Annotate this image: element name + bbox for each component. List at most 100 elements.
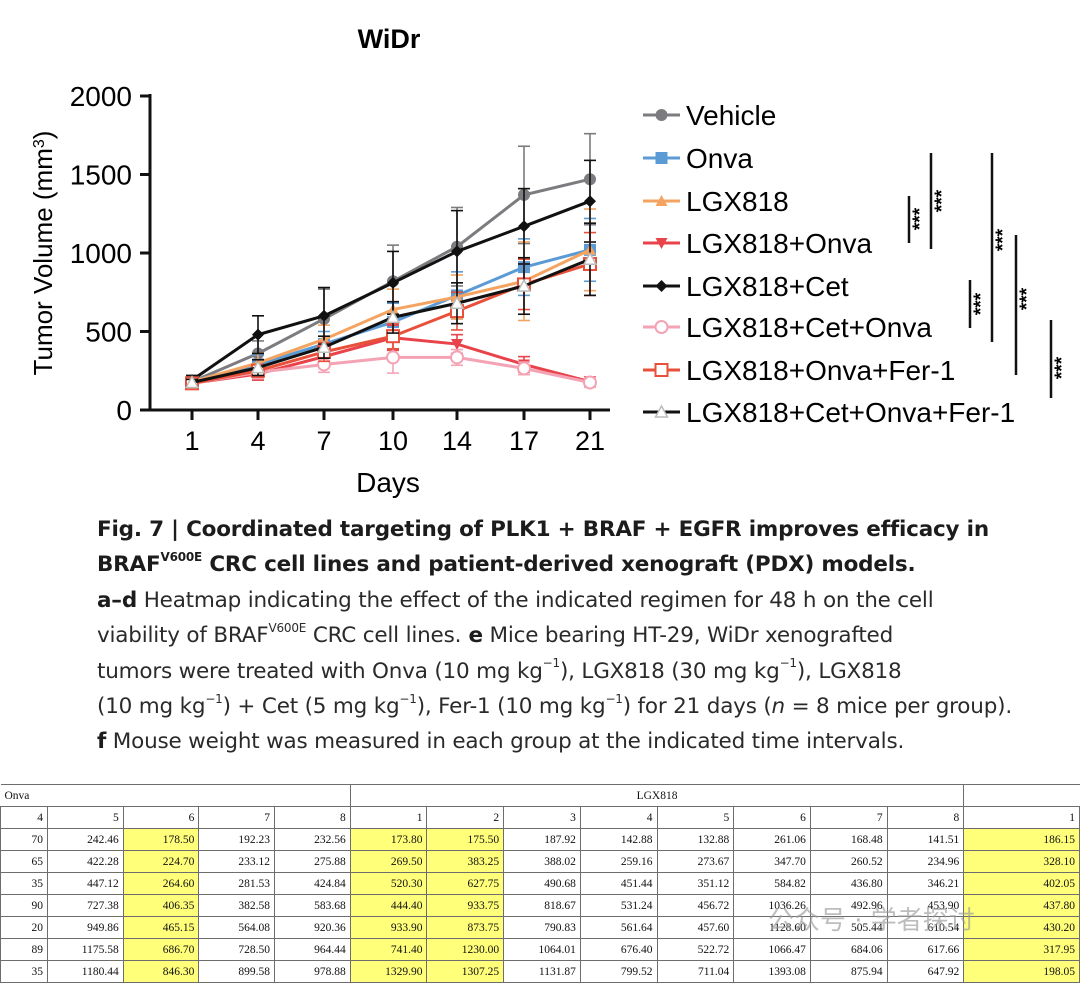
group-label-onva: Onva	[0, 784, 351, 807]
column-header: 8	[274, 806, 351, 829]
significance-label: ***	[932, 189, 953, 212]
x-tick-label: 10	[378, 426, 408, 456]
table-row: 35 447.12 264.60 281.53 424.84 520.30 627.75 49…	[0, 872, 1080, 895]
caption-text-5a: tumors were treated with Onva (10 mg kg	[97, 658, 543, 684]
table-cell: 520.30	[349, 872, 428, 895]
caption-text-7: Mouse weight was measured in each group …	[106, 729, 905, 755]
table-cell: 275.88	[274, 850, 351, 873]
x-tick-label: 1	[184, 426, 199, 456]
table-cell: 728.50	[198, 938, 276, 961]
column-header: 5	[47, 806, 124, 829]
table-cell: 264.60	[122, 872, 200, 895]
legend-item: LGX818+Cet+Onva	[643, 312, 932, 343]
significance-label: ***	[910, 207, 931, 230]
caption-text-6-sup1: −1	[205, 691, 223, 706]
table-body: Onva LGX818 4 5 6 7 8 1 2 3 4 5 6 7 8 1 70 242.46 178.50 19…	[0, 784, 1080, 983]
table-cell: 192.23	[198, 828, 276, 851]
caption-text-6d: ) for 21 days (	[622, 694, 772, 720]
data-point	[184, 374, 200, 389]
table-cell: 65	[0, 850, 49, 873]
table-cell: 142.88	[579, 828, 658, 851]
group-label-lgx818: LGX818	[349, 784, 964, 807]
table-cell: 456.72	[656, 894, 735, 917]
table-cell: 949.86	[47, 916, 124, 939]
significance-bracket: ***	[968, 280, 992, 328]
legend-swatch-marker	[654, 320, 669, 334]
significance-bracket: ***	[990, 153, 1014, 342]
data-point	[584, 195, 596, 208]
column-header: 1	[349, 806, 428, 829]
table-cell: 178.50	[122, 828, 200, 851]
table-cell: 402.05	[963, 872, 1080, 895]
watermark: 公众号 · 学者探讨	[768, 906, 975, 936]
table-cell: 406.35	[122, 894, 200, 917]
table-cell: 35	[0, 872, 49, 895]
table-cell: 790.83	[503, 916, 581, 939]
significance-bracket: ***	[1049, 320, 1073, 398]
table-cell: 1230.00	[426, 938, 505, 961]
legend-swatch-marker	[655, 109, 668, 121]
table-cell: 564.08	[198, 916, 276, 939]
table-cell: 328.10	[963, 850, 1080, 873]
table-cell: 383.25	[426, 850, 505, 873]
caption-text-6c: ), Fer-1 (10 mg kg	[416, 694, 606, 720]
significance-label: ***	[971, 292, 992, 315]
table-group-header: Onva LGX818	[0, 784, 1080, 807]
legend-swatch-marker	[654, 404, 669, 418]
table-cell: 424.84	[274, 872, 351, 895]
table-cell: 583.68	[274, 894, 351, 917]
table-cell: 187.92	[503, 828, 581, 851]
data-point	[451, 245, 463, 258]
y-tick-label: 2000	[70, 81, 132, 112]
column-header: 4	[0, 806, 49, 829]
table-cell: 964.44	[274, 938, 351, 961]
table-cell: 522.72	[656, 938, 735, 961]
table-cell: 232.56	[274, 828, 351, 851]
table-cell: 186.15	[963, 828, 1080, 851]
y-tick-label: 500	[85, 317, 132, 348]
legend-item: LGX818+Onva	[643, 228, 872, 259]
legend-label: LGX818+Onva+Fer-1	[686, 355, 955, 386]
column-header: 6	[733, 806, 811, 829]
table-row: 65 422.28 224.70 233.12 275.88 269.50 383.25 38…	[0, 850, 1080, 873]
caption-line-4: viability of BRAFV600E CRC cell lines. e…	[97, 618, 1057, 653]
significance-label: ***	[1017, 287, 1038, 310]
table-cell: 920.36	[274, 916, 351, 939]
data-point	[386, 350, 400, 365]
caption-title-2a: BRAF	[97, 552, 161, 578]
caption-title-1: Fig. 7 | Coordinated targeting of PLK1 +…	[97, 517, 989, 542]
significance-bracket: ***	[929, 153, 953, 249]
table-cell: 465.15	[122, 916, 200, 939]
column-header: 5	[656, 806, 735, 829]
table-cell: 132.88	[656, 828, 735, 851]
table-row: 70 242.46 178.50 192.23 232.56 173.80 175.50 18…	[0, 828, 1080, 851]
table-cell: 260.52	[809, 850, 888, 873]
caption-line-7: f Mouse weight was measured in each grou…	[97, 724, 1057, 759]
table-cell: 382.58	[198, 894, 276, 917]
column-header: 1	[963, 806, 1080, 829]
table-cell: 437.80	[963, 894, 1080, 917]
chart-title: WiDr	[358, 24, 421, 54]
caption-text-6-sup2: −1	[399, 691, 417, 706]
caption-label-f: f	[97, 729, 107, 755]
table-cell: 1128.60	[733, 916, 811, 939]
caption-text-6-n: n	[771, 694, 786, 720]
figure-caption: Fig. 7 | Coordinated targeting of PLK1 +…	[97, 512, 1057, 760]
caption-text-5b: ), LGX818 (30 mg kg	[559, 658, 780, 684]
caption-line-5: tumors were treated with Onva (10 mg kg−…	[97, 654, 1057, 689]
column-header: 2	[426, 806, 505, 829]
table-cell: 451.44	[579, 872, 658, 895]
data-point	[318, 309, 330, 322]
table-cell: 676.40	[579, 938, 658, 961]
data-point	[449, 295, 465, 309]
table-cell: 224.70	[122, 850, 200, 873]
table-row: 89 1175.58 686.70 728.50 964.44 741.40 1230.00…	[0, 938, 1080, 961]
caption-text-4-sup: V600E	[268, 621, 307, 636]
table-cell: 741.40	[349, 938, 428, 961]
table-cell: 347.70	[733, 850, 811, 873]
caption-line-2: BRAFV600E CRC cell lines and patient-der…	[97, 547, 1057, 582]
legend-label: LGX818+Cet	[686, 271, 849, 302]
legend-swatch-marker	[655, 280, 668, 292]
legend-item: Vehicle	[643, 100, 776, 131]
table-cell: 531.24	[579, 894, 658, 917]
